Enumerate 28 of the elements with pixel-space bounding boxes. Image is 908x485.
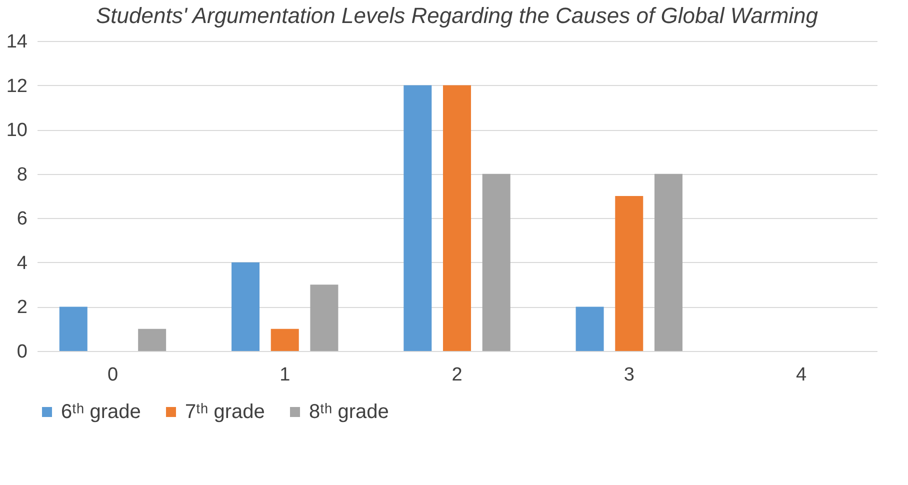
bar — [232, 262, 260, 351]
legend-label: 7ᵗʰ grade — [185, 401, 265, 423]
bar — [138, 328, 166, 351]
y-tick-label: 6 — [16, 208, 28, 230]
bar — [482, 174, 510, 351]
x-tick-label: 1 — [280, 364, 290, 386]
bar — [443, 85, 471, 351]
bar — [59, 306, 88, 351]
y-tick-label: 2 — [16, 297, 28, 318]
bar — [576, 306, 604, 351]
legend-label: 8ᵗʰ grade — [309, 401, 389, 423]
bar — [654, 174, 682, 351]
bar — [615, 196, 644, 351]
y-tick-label: 4 — [16, 252, 28, 274]
bar — [270, 328, 299, 351]
legend-label: 6ᵗʰ grade — [61, 401, 141, 423]
y-tick-label: 0 — [16, 342, 28, 362]
x-tick-label: 3 — [624, 364, 634, 386]
y-tick-label: 10 — [6, 120, 28, 142]
y-tick-label: 8 — [16, 164, 28, 186]
x-tick-label: 4 — [796, 364, 807, 386]
y-tick-label: 14 — [6, 32, 28, 52]
bar — [404, 85, 432, 351]
x-tick-label: 0 — [107, 364, 118, 386]
x-tick-label: 2 — [452, 364, 462, 386]
chart-title: Students' Argumentation Levels Regarding the Causes of Global Warming — [96, 3, 819, 28]
bar — [310, 284, 338, 351]
y-tick-label: 12 — [6, 76, 28, 97]
